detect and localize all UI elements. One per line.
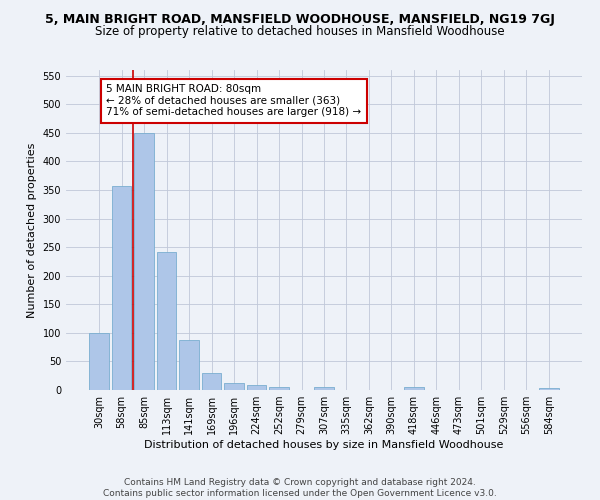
Bar	[179, 340, 199, 390]
Bar	[314, 387, 334, 390]
Y-axis label: Number of detached properties: Number of detached properties	[27, 142, 37, 318]
Bar	[224, 382, 244, 390]
Bar	[89, 333, 109, 390]
Bar	[134, 134, 154, 390]
Text: 5 MAIN BRIGHT ROAD: 80sqm
← 28% of detached houses are smaller (363)
71% of semi: 5 MAIN BRIGHT ROAD: 80sqm ← 28% of detac…	[106, 84, 361, 117]
Bar	[404, 387, 424, 390]
Bar	[269, 387, 289, 390]
Text: Size of property relative to detached houses in Mansfield Woodhouse: Size of property relative to detached ho…	[95, 25, 505, 38]
Bar	[112, 186, 131, 390]
Bar	[157, 252, 176, 390]
X-axis label: Distribution of detached houses by size in Mansfield Woodhouse: Distribution of detached houses by size …	[145, 440, 503, 450]
Text: 5, MAIN BRIGHT ROAD, MANSFIELD WOODHOUSE, MANSFIELD, NG19 7GJ: 5, MAIN BRIGHT ROAD, MANSFIELD WOODHOUSE…	[45, 12, 555, 26]
Bar	[539, 388, 559, 390]
Bar	[247, 385, 266, 390]
Text: Contains HM Land Registry data © Crown copyright and database right 2024.
Contai: Contains HM Land Registry data © Crown c…	[103, 478, 497, 498]
Bar	[202, 373, 221, 390]
